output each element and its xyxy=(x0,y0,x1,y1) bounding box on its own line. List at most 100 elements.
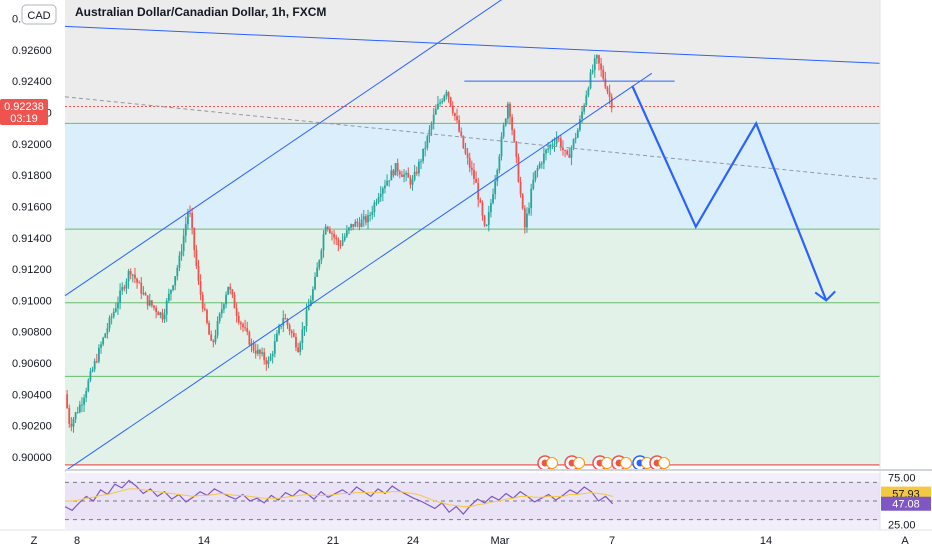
candle-body xyxy=(131,274,134,276)
candle-body xyxy=(411,179,414,185)
event-marker[interactable] xyxy=(546,457,558,469)
event-marker[interactable] xyxy=(658,457,670,469)
candle-body xyxy=(420,161,422,163)
candle-body xyxy=(532,179,535,189)
blue-target-zone xyxy=(65,123,880,230)
candle-body xyxy=(587,88,590,96)
candle-body xyxy=(602,69,605,79)
price-tick-label: 0.90000 xyxy=(12,452,52,464)
candle-body xyxy=(483,215,486,226)
candle-body xyxy=(343,236,346,241)
candle-body xyxy=(98,347,100,362)
channel-lower-line[interactable] xyxy=(64,72,653,472)
candle-body xyxy=(223,304,225,310)
candlestick-series xyxy=(66,54,613,433)
candle-body xyxy=(568,154,571,158)
candle-body xyxy=(519,181,522,195)
candle-body xyxy=(290,331,293,334)
chart-title: Australian Dollar/Canadian Dollar, 1h, F… xyxy=(75,5,326,19)
candle-body xyxy=(498,156,501,171)
rsi-tick-label: 25.00 xyxy=(888,519,916,531)
rsi-value-tag xyxy=(881,496,931,511)
currency-badge-text: CAD xyxy=(27,10,50,22)
autoscale-toggle[interactable]: A xyxy=(901,535,909,547)
candle-body xyxy=(170,289,172,294)
candle-body xyxy=(163,314,166,320)
candle-body xyxy=(528,208,530,214)
candle-body xyxy=(320,250,323,261)
candle-body xyxy=(187,212,189,225)
candle-body xyxy=(225,294,227,305)
candle-body xyxy=(210,334,213,341)
rsi-tick-label: 75.00 xyxy=(888,473,916,485)
candle-body xyxy=(307,305,310,311)
candle-body xyxy=(445,92,448,96)
candle-body xyxy=(466,153,469,158)
candle-body xyxy=(542,153,545,164)
candle-body xyxy=(197,265,200,282)
candle-body xyxy=(189,212,191,214)
candle-body xyxy=(384,185,386,189)
candle-body xyxy=(473,169,475,179)
price-tick-label: 0.90800 xyxy=(12,327,52,339)
candle-body xyxy=(288,325,291,332)
candle-body xyxy=(276,333,278,342)
candle-body xyxy=(284,318,287,320)
projected-path-arrow[interactable] xyxy=(631,85,828,301)
candle-body xyxy=(229,286,232,290)
candle-body xyxy=(303,326,306,330)
candle-body xyxy=(312,289,314,301)
channel-upper-line[interactable] xyxy=(64,0,652,297)
candle-body xyxy=(314,276,316,290)
descending-resistance-line[interactable] xyxy=(64,25,932,67)
candle-body xyxy=(417,161,420,174)
candle-body xyxy=(199,281,202,295)
candle-body xyxy=(453,113,456,117)
candle-body xyxy=(66,394,69,409)
candle-body xyxy=(591,70,594,73)
price-tick-label: 0.91800 xyxy=(12,170,52,182)
zoom-toggle[interactable]: Z xyxy=(31,535,38,547)
candle-body xyxy=(301,329,304,344)
time-tick-label: Mar xyxy=(491,535,510,547)
candle-body xyxy=(494,181,497,195)
candle-body xyxy=(102,337,105,345)
candle-body xyxy=(468,157,471,168)
candle-body xyxy=(549,144,552,149)
candle-body xyxy=(299,343,302,353)
candle-body xyxy=(534,170,537,180)
currency-badge[interactable] xyxy=(21,4,57,25)
event-marker[interactable] xyxy=(620,457,632,469)
candle-body xyxy=(405,172,408,175)
candle-body xyxy=(396,163,399,172)
candle-body xyxy=(403,174,405,177)
candle-body xyxy=(335,237,338,240)
price-axis[interactable] xyxy=(880,0,932,530)
candle-body xyxy=(208,323,210,335)
event-marker[interactable] xyxy=(573,457,585,469)
rsi-pane xyxy=(64,479,880,521)
candle-body xyxy=(150,300,153,306)
candle-body xyxy=(348,227,350,231)
candle-body xyxy=(513,130,516,142)
candle-body xyxy=(333,234,336,238)
candle-body xyxy=(121,287,124,291)
economic-events-row[interactable] xyxy=(537,455,670,471)
candle-body xyxy=(481,202,484,216)
candle-body xyxy=(184,224,187,236)
candle-body xyxy=(339,245,342,247)
candle-body xyxy=(161,312,164,320)
candle-body xyxy=(220,309,223,314)
time-tick-label: 24 xyxy=(407,535,419,547)
trend-drawings[interactable] xyxy=(64,0,932,472)
candle-body xyxy=(462,135,465,149)
dashed-trend-line[interactable] xyxy=(64,96,932,188)
candle-body xyxy=(470,167,473,170)
candle-body xyxy=(547,148,550,150)
candle-body xyxy=(318,260,321,268)
candle-body xyxy=(108,317,111,329)
event-marker[interactable] xyxy=(601,457,613,469)
candle-body xyxy=(432,114,435,124)
